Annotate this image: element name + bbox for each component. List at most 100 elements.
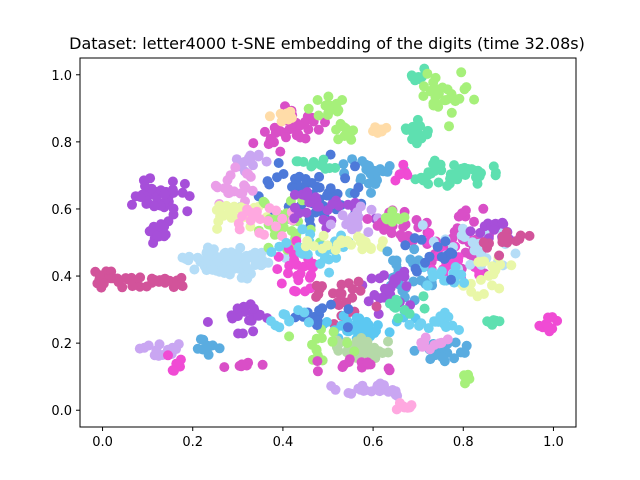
scatter-point xyxy=(159,231,170,242)
scatter-point xyxy=(245,171,256,182)
scatter-point xyxy=(309,241,320,252)
scatter-point xyxy=(117,282,128,293)
scatter-point xyxy=(293,129,304,140)
scatter-point xyxy=(382,246,393,257)
scatter-point xyxy=(333,105,344,116)
scatter-point xyxy=(328,326,339,337)
scatter-point xyxy=(276,278,287,289)
scatter-point xyxy=(347,292,358,303)
scatter-point xyxy=(154,339,165,350)
scatter-point xyxy=(422,68,433,79)
scatter-point xyxy=(149,201,160,212)
scatter-point xyxy=(435,311,446,322)
scatter-point xyxy=(203,349,214,360)
scatter-point xyxy=(270,320,281,331)
scatter-point xyxy=(428,98,439,109)
plot-area xyxy=(79,57,577,428)
scatter-point xyxy=(275,146,286,157)
scatter-point xyxy=(342,322,353,333)
scatter-point xyxy=(266,247,277,257)
y-tick-label: 0.4 xyxy=(51,270,72,285)
scatter-point xyxy=(273,251,284,262)
scatter-point xyxy=(127,281,138,292)
x-tick-label: 0.2 xyxy=(182,435,203,450)
scatter-point xyxy=(293,305,304,316)
scatter-point xyxy=(384,327,395,338)
scatter-point xyxy=(465,259,476,270)
scatter-point xyxy=(407,121,418,132)
scatter-point xyxy=(337,210,348,221)
scatter-point xyxy=(449,353,460,364)
scatter-point xyxy=(392,213,403,223)
scatter-point xyxy=(237,211,248,222)
y-tick-label: 1.0 xyxy=(51,69,72,84)
scatter-point xyxy=(367,177,378,188)
scatter-point xyxy=(369,328,380,339)
scatter-point xyxy=(336,279,347,290)
scatter-point xyxy=(202,317,213,327)
scatter-point xyxy=(383,363,394,374)
scatter-point xyxy=(432,241,443,252)
scatter-point xyxy=(409,345,420,356)
scatter-point xyxy=(255,214,266,225)
scatter-point xyxy=(465,226,476,237)
scatter-point xyxy=(330,384,341,395)
scatter-point xyxy=(314,201,324,212)
scatter-point xyxy=(424,228,435,239)
scatter-point xyxy=(149,350,160,361)
scatter-point xyxy=(305,270,316,281)
scatter-point xyxy=(382,285,393,296)
scatter-point xyxy=(287,181,297,192)
scatter-point xyxy=(418,91,429,101)
scatter-point xyxy=(271,221,281,232)
scatter-point xyxy=(362,214,373,224)
scatter-point xyxy=(259,126,270,137)
scatter-point xyxy=(134,343,145,354)
scatter-point xyxy=(140,181,150,191)
scatter-point xyxy=(183,255,194,266)
scatter-point xyxy=(422,129,433,140)
scatter-point xyxy=(179,178,190,189)
scatter-point xyxy=(233,328,244,339)
scatter-point xyxy=(340,123,351,134)
scatter-point xyxy=(357,156,368,167)
scatter-point xyxy=(363,227,374,238)
scatter-point xyxy=(494,316,505,327)
scatter-point xyxy=(276,116,287,127)
scatter-point xyxy=(365,242,376,253)
scatter-point xyxy=(312,315,323,326)
scatter-point xyxy=(340,237,350,248)
scatter-point xyxy=(289,285,300,296)
scatter-point xyxy=(340,173,351,184)
scatter-point xyxy=(152,230,163,241)
scatter-point xyxy=(171,344,181,355)
scatter-point xyxy=(434,269,445,280)
scatter-point xyxy=(141,281,152,292)
scatter-point xyxy=(278,222,289,233)
scatter-point xyxy=(227,206,238,217)
scatter-point xyxy=(312,356,323,367)
scatter-point xyxy=(353,276,364,287)
scatter-point xyxy=(404,308,415,319)
scatter-point xyxy=(177,281,188,292)
scatter-point xyxy=(189,264,200,275)
scatter-point xyxy=(281,132,291,143)
scatter-point xyxy=(464,373,475,384)
scatter-point xyxy=(195,334,206,345)
scatter-point xyxy=(291,259,302,270)
scatter-point xyxy=(418,175,429,186)
scatter-point xyxy=(351,312,362,323)
scatter-point xyxy=(369,165,379,176)
scatter-point xyxy=(502,232,513,243)
scatter-point xyxy=(264,111,275,122)
scatter-point xyxy=(372,380,383,391)
scatter-point xyxy=(317,303,328,314)
scatter-point xyxy=(366,273,377,284)
scatter-point xyxy=(471,245,482,256)
scatter-point xyxy=(431,85,442,96)
scatter-point xyxy=(445,247,456,258)
scatter-point xyxy=(384,298,395,309)
scatter-point xyxy=(219,248,230,259)
scatter-point xyxy=(192,252,203,263)
scatter-point xyxy=(349,346,360,357)
